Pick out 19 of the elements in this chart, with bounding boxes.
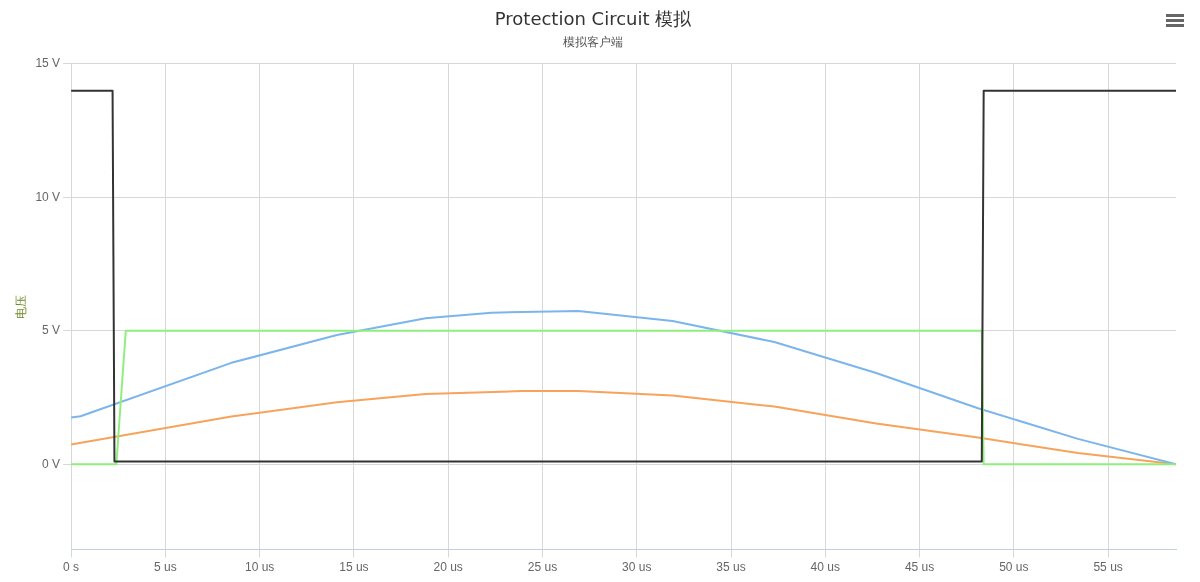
x-tick-label: 20 us <box>433 560 463 575</box>
x-tick-label: 40 us <box>810 560 840 575</box>
x-tick-label: 30 us <box>622 560 652 575</box>
y-tick-label: 10 V <box>35 189 61 204</box>
x-tick-label: 45 us <box>904 560 935 575</box>
x-tick-label: 50 us <box>999 560 1029 575</box>
chart-subtitle: 模拟客户端 <box>563 35 623 50</box>
y-axis-title: 电压 <box>13 294 28 319</box>
x-tick-label: 55 us <box>1093 560 1123 575</box>
x-tick-label: 10 us <box>244 560 275 575</box>
y-tick-label: 5 V <box>42 323 61 338</box>
x-tick-label: 5 us <box>154 560 177 575</box>
x-tick-label: 25 us <box>527 560 558 575</box>
chart-title: Protection Circuit 模拟 <box>494 8 693 30</box>
x-tick-label: 35 us <box>716 560 746 575</box>
y-tick-label: 15 V <box>35 56 61 71</box>
y-tick-label: 0 V <box>42 456 61 471</box>
x-tick-label: 15 us <box>339 560 369 575</box>
x-tick-label: 0 s <box>63 560 80 575</box>
